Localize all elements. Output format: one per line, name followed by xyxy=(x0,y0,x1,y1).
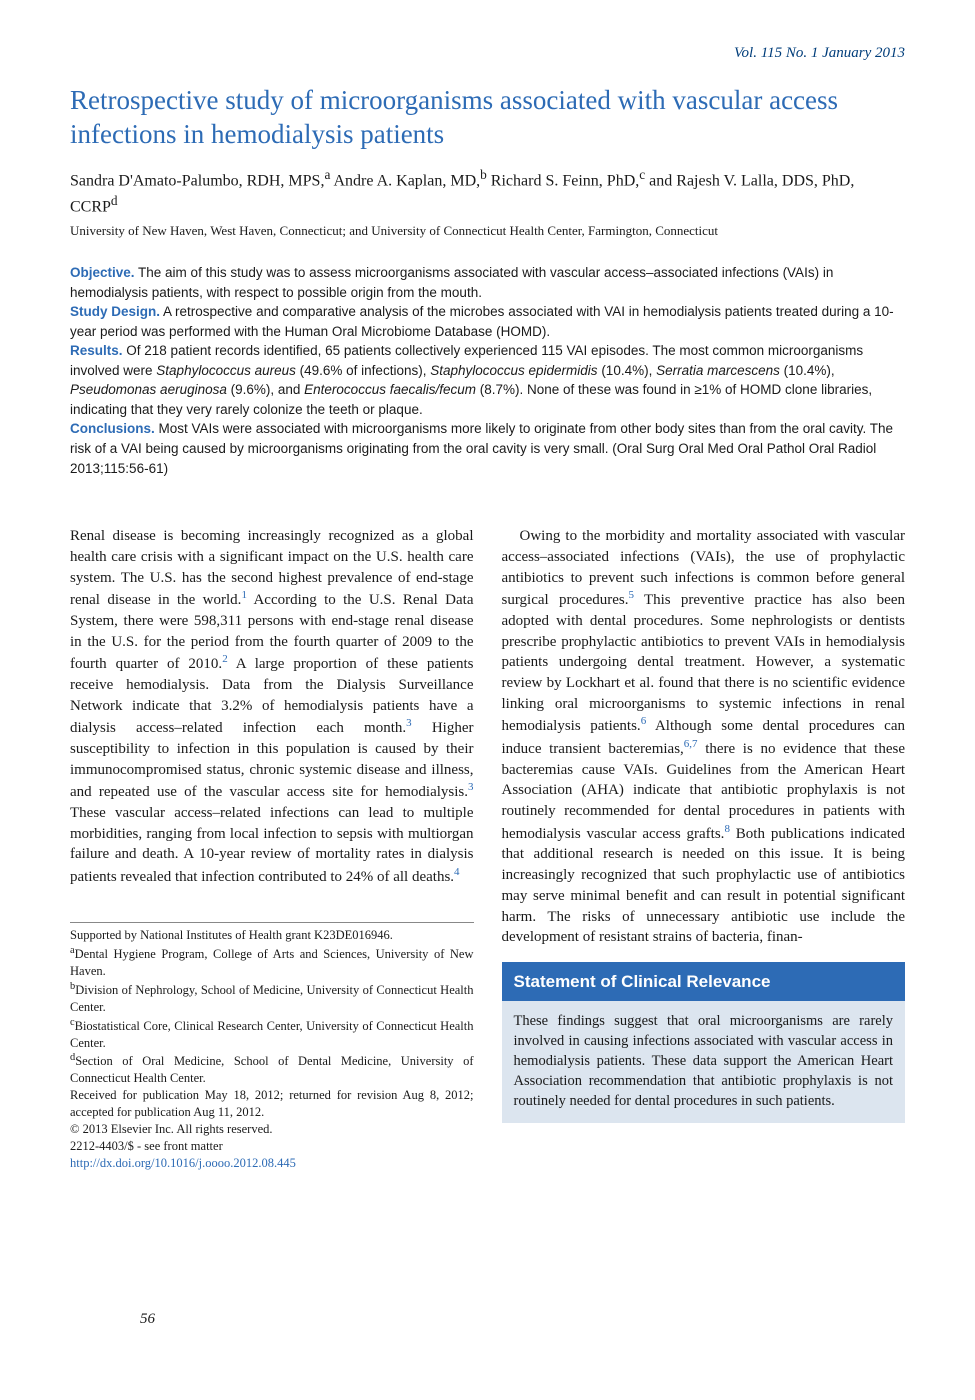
doi-link[interactable]: http://dx.doi.org/10.1016/j.oooo.2012.08… xyxy=(70,1156,296,1170)
citation-3b[interactable]: 3 xyxy=(468,781,474,793)
organism-3: Serratia marcescens xyxy=(656,363,780,378)
left-column: Renal disease is becoming increasingly r… xyxy=(70,526,474,1172)
clinical-relevance-box: Statement of Clinical Relevance These fi… xyxy=(502,962,906,1123)
affiliation-d: dSection of Oral Medicine, School of Den… xyxy=(70,1051,474,1087)
clinical-relevance-body: These findings suggest that oral microor… xyxy=(502,1001,906,1123)
organism-4-pct: (9.6%), and xyxy=(227,382,304,397)
affiliation-b: bDivision of Nephrology, School of Medic… xyxy=(70,980,474,1016)
abstract-design-label: Study Design. xyxy=(70,304,160,319)
issn-line: 2212-4403/$ - see front matter xyxy=(70,1138,474,1155)
copyright-line: © 2013 Elsevier Inc. All rights reserved… xyxy=(70,1121,474,1138)
organism-2-pct: (10.4%), xyxy=(598,363,657,378)
affiliation-a: aDental Hygiene Program, College of Arts… xyxy=(70,944,474,980)
right-column: Owing to the morbidity and mortality ass… xyxy=(502,526,906,1172)
abstract-objective-label: Objective. xyxy=(70,265,135,280)
citation-4[interactable]: 4 xyxy=(454,866,460,878)
organism-4: Pseudomonas aeruginosa xyxy=(70,382,227,397)
article-title: Retrospective study of microorganisms as… xyxy=(70,84,905,152)
author-list: Sandra D'Amato-Palumbo, RDH, MPS,a Andre… xyxy=(70,166,905,219)
organism-2: Staphylococcus epidermidis xyxy=(430,363,597,378)
intro-paragraph: Renal disease is becoming increasingly r… xyxy=(70,526,474,888)
affiliation-summary: University of New Haven, West Haven, Con… xyxy=(70,223,905,239)
abstract-block: Objective. The aim of this study was to … xyxy=(70,263,905,478)
funding-note: Supported by National Institutes of Heal… xyxy=(70,927,474,944)
body-text: This preventive practice has also been a… xyxy=(502,592,906,734)
abstract-objective-text: The aim of this study was to assess micr… xyxy=(70,265,833,300)
organism-1-pct: (49.6% of infections), xyxy=(296,363,430,378)
body-text: Both publications indicated that additio… xyxy=(502,826,906,945)
abstract-design-text: A retrospective and comparative analysis… xyxy=(70,304,894,339)
abstract-conclusions-text: Most VAIs were associated with microorga… xyxy=(70,421,893,475)
footnotes-block: Supported by National Institutes of Heal… xyxy=(70,922,474,1172)
organism-3-pct: (10.4%), xyxy=(780,363,835,378)
received-dates: Received for publication May 18, 2012; r… xyxy=(70,1087,474,1121)
affiliation-c: cBiostatistical Core, Clinical Research … xyxy=(70,1016,474,1052)
body-two-column: Renal disease is becoming increasingly r… xyxy=(70,526,905,1172)
organism-5: Enterococcus faecalis/fecum xyxy=(304,382,476,397)
journal-issue-header: Vol. 115 No. 1 January 2013 xyxy=(70,45,905,62)
page-number: 56 xyxy=(140,1311,155,1328)
right-paragraph: Owing to the morbidity and mortality ass… xyxy=(502,526,906,948)
clinical-relevance-header: Statement of Clinical Relevance xyxy=(502,962,906,1001)
organism-1: Staphylococcus aureus xyxy=(156,363,296,378)
citation-6-7[interactable]: 6,7 xyxy=(684,738,698,750)
abstract-conclusions-label: Conclusions. xyxy=(70,421,155,436)
body-text: These vascular access–related infections… xyxy=(70,805,474,885)
abstract-results-label: Results. xyxy=(70,343,123,358)
